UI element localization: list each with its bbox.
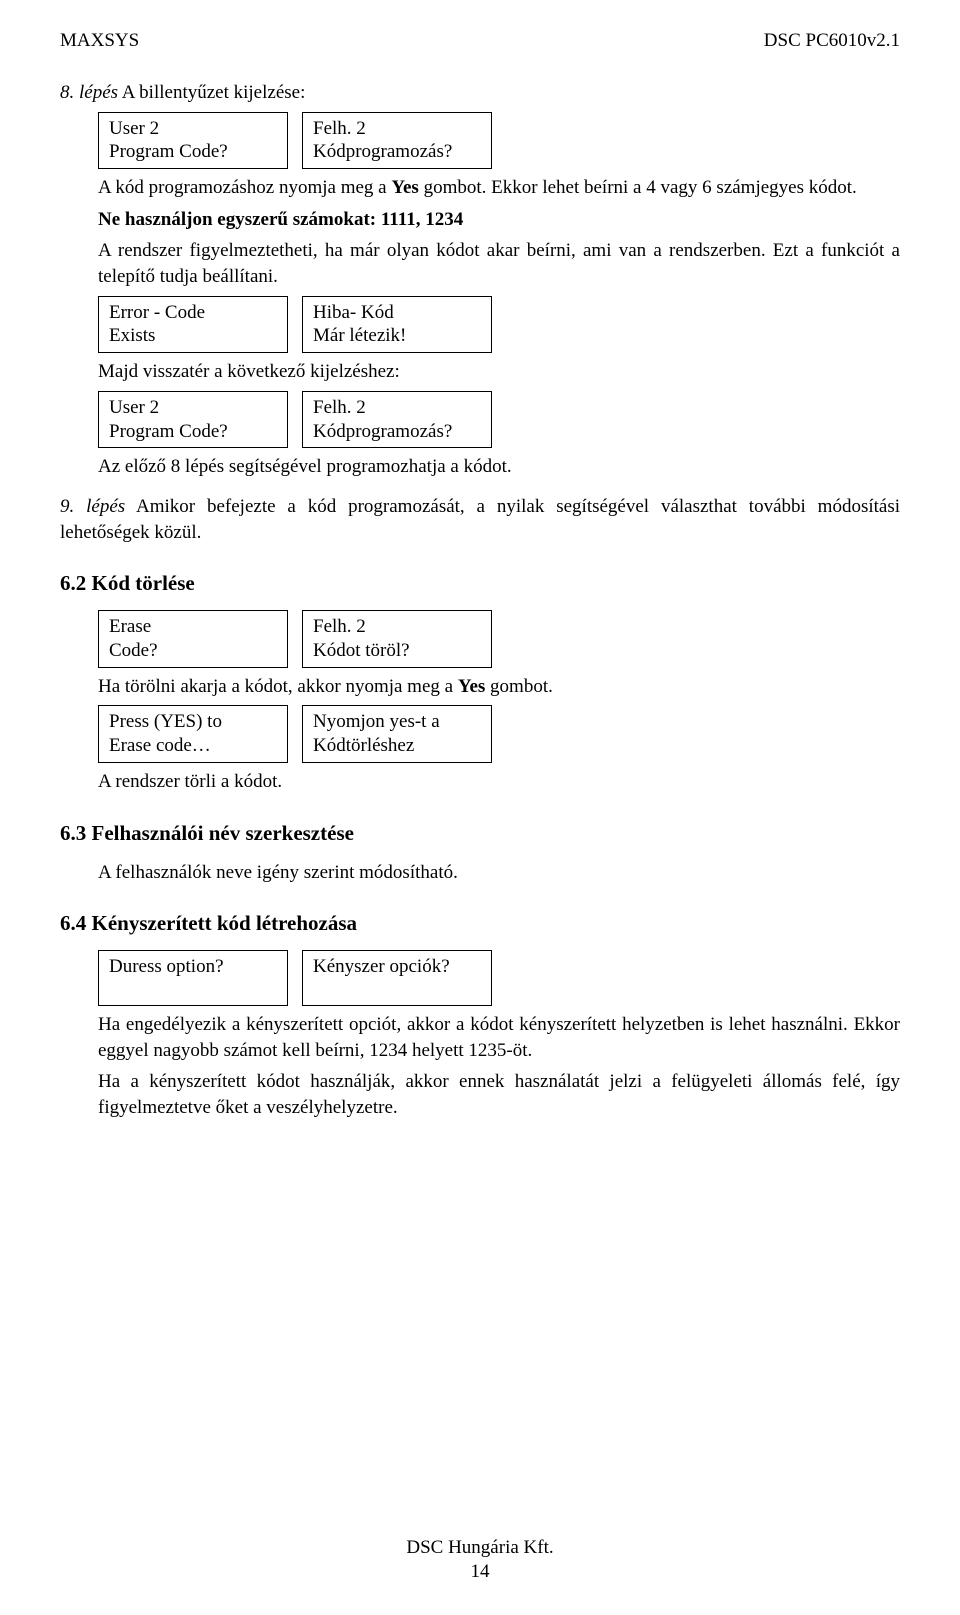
step8-p4: Az előző 8 lépés segítségével programozh… xyxy=(98,454,900,480)
step9-italic: 9. lépés xyxy=(60,496,125,517)
step8-lead-italic: 8. lépés xyxy=(60,82,118,103)
step8-p1: A kód programozáshoz nyomja meg a Yes go… xyxy=(98,175,900,201)
step8-indent: User 2 Program Code? Felh. 2 Kódprogramo… xyxy=(98,112,900,480)
step8-block: 8. lépés A billentyűzet kijelzése: User … xyxy=(60,80,900,480)
page-header: MAXSYS DSC PC6010v2.1 xyxy=(60,30,900,52)
step9-rest: Amikor befejezte a kód programozását, a … xyxy=(60,496,900,543)
step8-p3: Majd visszatér a következő kijelzéshez: xyxy=(98,359,900,385)
step9-p: 9. lépés Amikor befejezte a kód programo… xyxy=(60,494,900,545)
s62-block: Erase Code? Felh. 2 Kódot töröl? Ha törö… xyxy=(98,610,900,794)
display-box-hiba: Hiba- Kód Már létezik! xyxy=(302,296,492,354)
display-box-user2-b: User 2 Program Code? xyxy=(98,391,288,449)
display-box-kodot-torol: Felh. 2 Kódot töröl? xyxy=(302,610,492,668)
step8-p1-yes: Yes xyxy=(391,177,418,198)
s62-p1-b: gombot. xyxy=(485,676,553,697)
display-box-erase: Erase Code? xyxy=(98,610,288,668)
heading-6-4: 6.4 Kényszerített kód létrehozása xyxy=(60,911,900,936)
s64-block: Duress option? Kényszer opciók? Ha enged… xyxy=(98,950,900,1121)
step8-p1-a: A kód programozáshoz nyomja meg a xyxy=(98,177,391,198)
page-footer: DSC Hungária Kft. 14 xyxy=(0,1536,960,1585)
display-box-felh2-a: Felh. 2 Kódprogramozás? xyxy=(302,112,492,170)
step8-boxrow1: User 2 Program Code? Felh. 2 Kódprogramo… xyxy=(98,112,900,170)
display-box-felh2-b: Felh. 2 Kódprogramozás? xyxy=(302,391,492,449)
s63-block: A felhasználók neve igény szerint módosí… xyxy=(98,860,900,886)
header-right: DSC PC6010v2.1 xyxy=(764,30,900,52)
s62-p1: Ha törölni akarja a kódot, akkor nyomja … xyxy=(98,674,900,700)
heading-6-2: 6.2 Kód törlése xyxy=(60,571,900,596)
step8-p2: A rendszer figyelmeztetheti, ha már olya… xyxy=(98,238,900,289)
step8-warn: Ne használjon egyszerű számokat: 1111, 1… xyxy=(98,207,900,233)
s63-p1: A felhasználók neve igény szerint módosí… xyxy=(98,860,900,886)
step8-p1-b: gombot. Ekkor lehet beírni a 4 vagy 6 sz… xyxy=(419,177,857,198)
step8-lead-rest: A billentyűzet kijelzése: xyxy=(118,82,305,103)
s64-p2: Ha a kényszerített kódot használják, akk… xyxy=(98,1069,900,1120)
step8-boxrow2: Error - Code Exists Hiba- Kód Már létezi… xyxy=(98,296,900,354)
s62-boxrow2: Press (YES) to Erase code… Nyomjon yes-t… xyxy=(98,705,900,763)
s64-boxrow1: Duress option? Kényszer opciók? xyxy=(98,950,900,1006)
s62-boxrow1: Erase Code? Felh. 2 Kódot töröl? xyxy=(98,610,900,668)
step8-lead: 8. lépés A billentyűzet kijelzése: xyxy=(60,80,900,106)
s62-p2: A rendszer törli a kódot. xyxy=(98,769,900,795)
display-box-error: Error - Code Exists xyxy=(98,296,288,354)
header-left: MAXSYS xyxy=(60,30,139,52)
step8-boxrow3: User 2 Program Code? Felh. 2 Kódprogramo… xyxy=(98,391,900,449)
heading-6-3: 6.3 Felhasználói név szerkesztése xyxy=(60,821,900,846)
step9-block: 9. lépés Amikor befejezte a kód programo… xyxy=(60,494,900,545)
display-box-nyomjon-yes: Nyomjon yes-t a Kódtörléshez xyxy=(302,705,492,763)
s62-p1-a: Ha törölni akarja a kódot, akkor nyomja … xyxy=(98,676,458,697)
display-box-press-yes: Press (YES) to Erase code… xyxy=(98,705,288,763)
page: MAXSYS DSC PC6010v2.1 8. lépés A billent… xyxy=(0,0,960,1615)
s64-p1: Ha engedélyezik a kényszerített opciót, … xyxy=(98,1012,900,1063)
display-box-duress: Duress option? xyxy=(98,950,288,1006)
display-box-kenyszer: Kényszer opciók? xyxy=(302,950,492,1006)
s62-p1-yes: Yes xyxy=(458,676,485,697)
display-box-user2-a: User 2 Program Code? xyxy=(98,112,288,170)
footer-page-number: 14 xyxy=(0,1560,960,1585)
footer-company: DSC Hungária Kft. xyxy=(0,1536,960,1561)
